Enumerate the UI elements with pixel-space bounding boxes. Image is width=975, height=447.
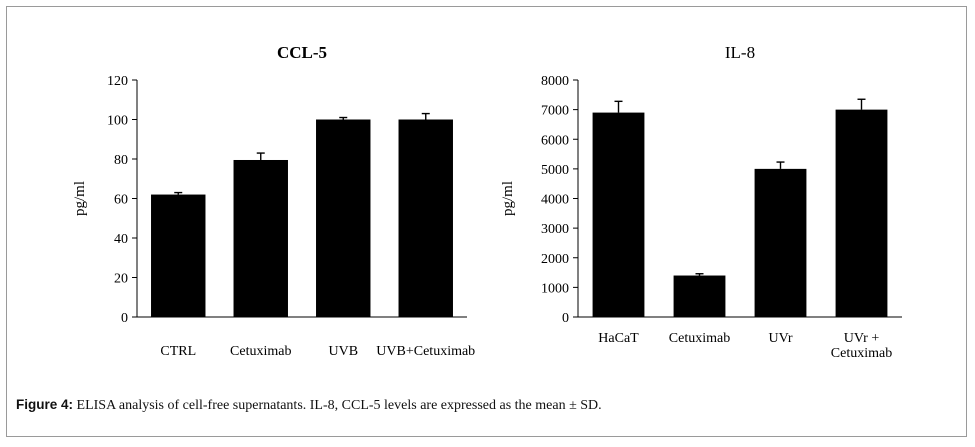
bar [754,168,807,317]
x-tick-label: UVr + [844,331,880,346]
y-tick-label: 80 [114,153,128,168]
x-tick-label: HaCaT [598,331,639,346]
y-tick-label: 120 [107,74,128,89]
y-tick-label: 5000 [541,163,569,178]
x-tick-label: CTRL [160,344,196,359]
x-tick-label: UVr [768,331,792,346]
bar [592,112,645,318]
bar [398,119,453,317]
y-tick-label: 60 [114,193,128,208]
chart-title: IL-8 [725,43,755,62]
y-tick-label: 100 [107,114,128,129]
y-tick-label: 7000 [541,104,569,119]
bar [233,159,288,317]
x-tick-label: UVB+Cetuximab [376,344,475,359]
caption-text: ELISA analysis of cell-free supernatants… [73,398,602,413]
y-tick-label: 1000 [541,281,569,296]
y-tick-label: 6000 [541,133,569,148]
x-tick-label: Cetuximab [230,344,291,359]
bar [835,109,888,317]
y-tick-label: 40 [114,232,128,247]
x-tick-label: Cetuximab [669,331,730,346]
x-tick-label: UVB [328,344,358,359]
y-axis-label: pg/ml [72,181,88,216]
y-axis-label: pg/ml [500,181,516,216]
bar [316,119,371,317]
y-tick-label: 0 [121,311,128,326]
y-tick-label: 2000 [541,252,569,267]
il8-chart: IL-8 pg/ml 0 1000 2000 3000 4000 5000 6000 7000 80… [500,43,902,361]
bar [151,194,206,317]
figure-caption: Figure 4: ELISA analysis of cell-free su… [16,397,602,414]
caption-label: Figure 4: [16,397,74,412]
bar [673,275,726,317]
x-tick-label: Cetuximab [831,346,892,361]
y-tick-label: 3000 [541,222,569,237]
y-tick-label: 8000 [541,74,569,89]
ccl5-chart: CCL-5 pg/ml 0 20 40 60 80 100 120 CTRL Cetuximab UV… [72,43,475,359]
y-tick-label: 20 [114,272,128,287]
chart-title: CCL-5 [277,43,327,62]
y-tick-label: 0 [562,311,569,326]
y-tick-label: 4000 [541,193,569,208]
